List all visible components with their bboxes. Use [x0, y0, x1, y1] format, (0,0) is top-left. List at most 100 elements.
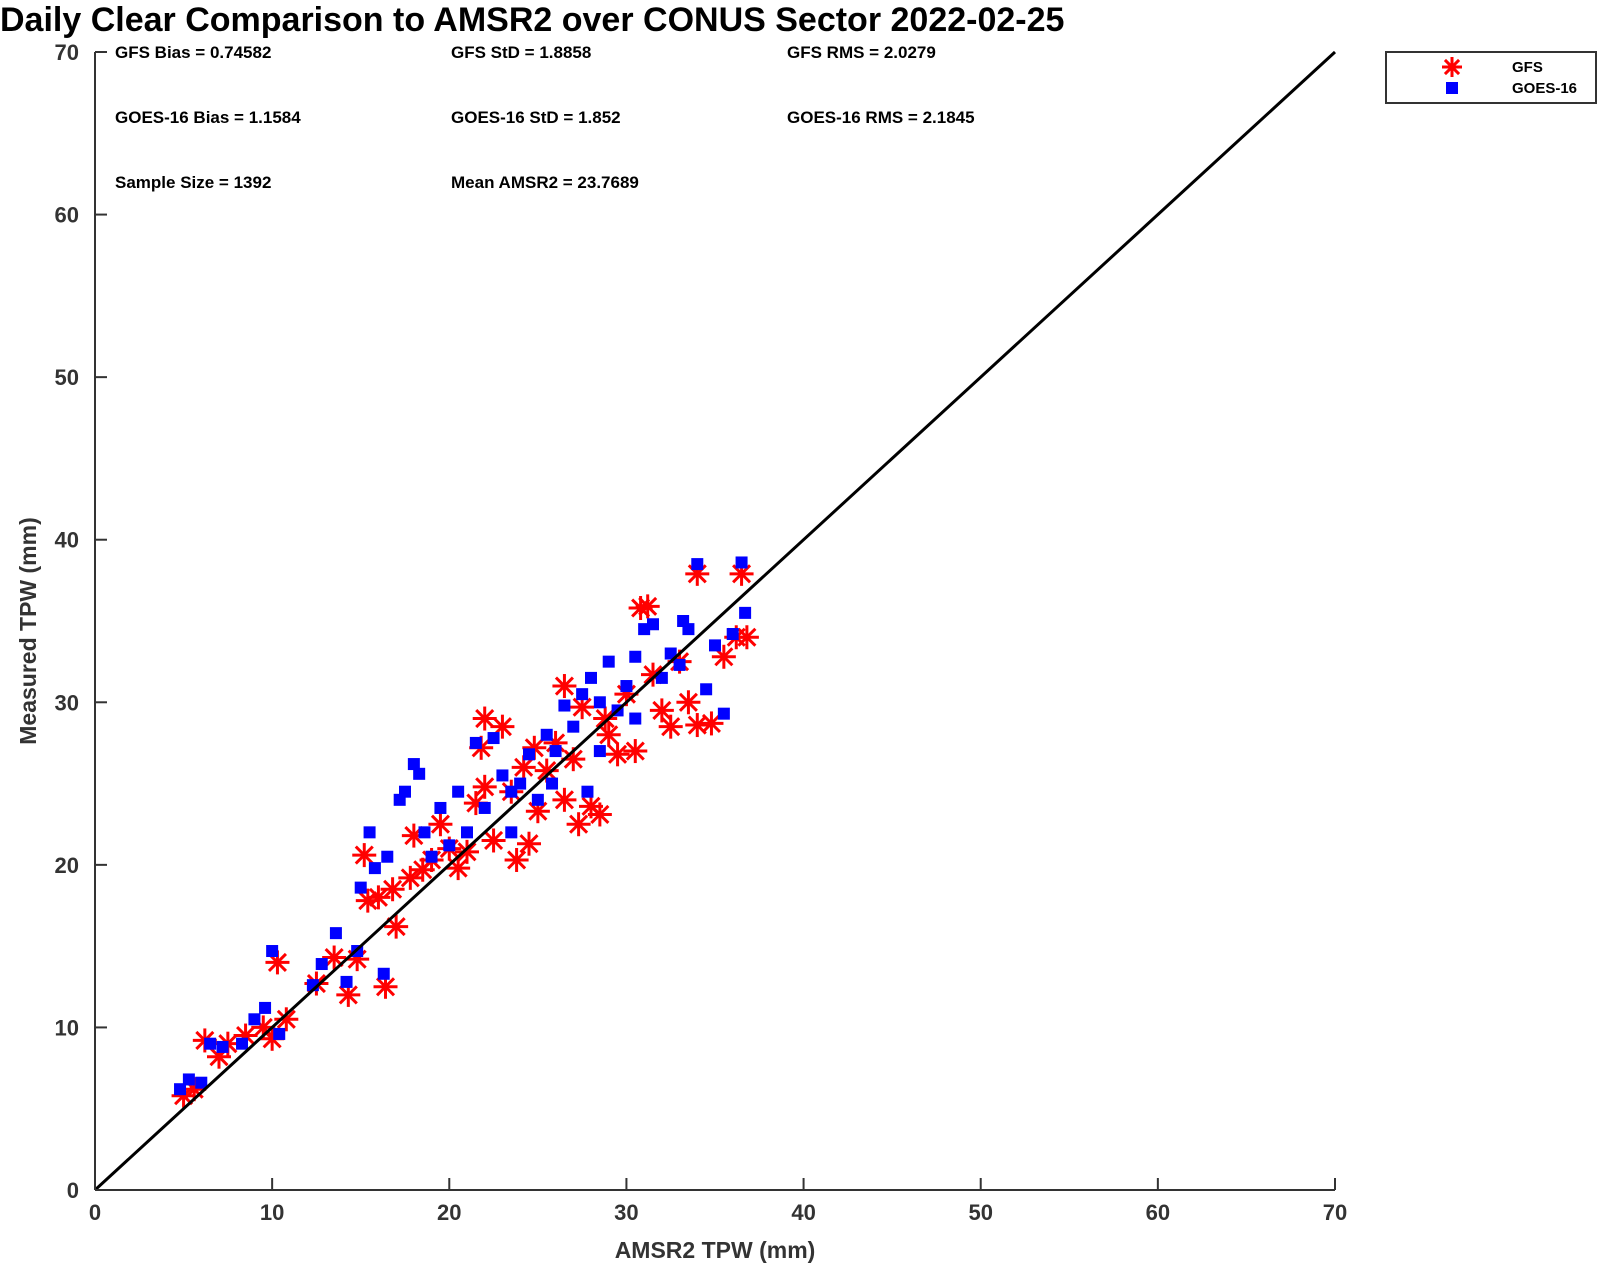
goes16-point: [368, 862, 381, 875]
gfs-point: [734, 625, 759, 650]
goes16-point: [585, 671, 597, 684]
goes16-point: [377, 967, 390, 980]
y-tick-label: 60: [55, 203, 79, 228]
x-tick-label: 50: [968, 1200, 992, 1225]
gfs-point: [455, 839, 479, 864]
gfs-point: [398, 865, 423, 890]
goes16-point: [354, 881, 367, 894]
data-points: [171, 556, 759, 1108]
goes16-point: [478, 801, 491, 814]
goes16-point: [709, 639, 721, 652]
goes16-point: [216, 1040, 229, 1053]
goes16-point: [461, 826, 473, 839]
goes16-point: [195, 1076, 208, 1089]
gfs-point: [623, 739, 648, 764]
x-tick-label: 60: [1146, 1200, 1170, 1225]
x-tick-label: 40: [791, 1200, 815, 1225]
goes16-point: [531, 793, 544, 806]
legend-label: GOES-16: [1512, 80, 1577, 97]
x-tick-label: 10: [260, 1200, 284, 1225]
goes16-point: [363, 826, 376, 839]
goes16-point: [664, 647, 677, 660]
goes16-point: [266, 945, 279, 958]
one-to-one-line: [93, 50, 1337, 1192]
y-tick-label: 70: [55, 40, 79, 65]
gfs-point: [699, 711, 724, 736]
goes16-point: [677, 615, 690, 627]
goes16-point: [620, 680, 633, 693]
goes16-point: [558, 699, 571, 712]
y-tick-label: 30: [55, 690, 79, 715]
gfs-point: [552, 674, 577, 699]
gfs-point: [380, 877, 405, 902]
x-tick-label: 0: [89, 1200, 101, 1225]
gfs-point: [605, 742, 630, 767]
goes16-point: [259, 1001, 272, 1014]
goes16-point: [540, 728, 553, 741]
goes16-point: [546, 777, 559, 790]
goes16-point: [523, 748, 535, 761]
goes16-point: [505, 826, 518, 839]
x-axis-label: AMSR2 TPW (mm): [615, 1237, 816, 1263]
goes16-point: [726, 628, 739, 641]
x-tick-label: 30: [614, 1200, 638, 1225]
goes16-point: [204, 1037, 217, 1050]
goes16-point: [340, 975, 353, 988]
goes16-point: [655, 671, 668, 684]
gfs-point: [587, 802, 612, 827]
goes16-point: [593, 696, 606, 709]
goes16-point: [236, 1037, 249, 1050]
stat-annotation: Sample Size = 1392: [115, 173, 271, 192]
y-tick-label: 50: [55, 365, 79, 390]
x-tick-label: 20: [437, 1200, 461, 1225]
goes16-point: [469, 736, 482, 749]
gfs-point: [274, 1007, 299, 1032]
gfs-point: [322, 945, 347, 970]
y-axis-label: Measured TPW (mm): [15, 517, 41, 744]
goes16-point: [576, 688, 589, 701]
goes16-point: [381, 850, 394, 863]
gfs-point: [472, 706, 497, 731]
gfs-point: [352, 843, 377, 868]
stat-annotation: GOES-16 Bias = 1.1584: [115, 108, 301, 127]
goes16-point: [739, 606, 752, 619]
goes16-point: [629, 712, 642, 725]
chart-title: Daily Clear Comparison to AMSR2 over CON…: [0, 1, 1065, 39]
goes16-point: [487, 732, 500, 745]
gfs-point: [649, 698, 674, 723]
goes16-point: [717, 707, 730, 720]
stat-annotation: GFS RMS = 2.0279: [787, 43, 936, 62]
stat-annotation: Mean AMSR2 = 23.7689: [451, 173, 639, 192]
goes16-point: [691, 558, 704, 571]
stat-annotation: GFS Bias = 0.74582: [115, 43, 271, 62]
gfs-point: [481, 828, 506, 853]
goes16-point: [399, 785, 411, 798]
legend-box: [1385, 51, 1597, 104]
goes16-point: [182, 1073, 195, 1086]
goes16-point: [673, 658, 686, 671]
x-tick-label: 70: [1323, 1200, 1347, 1225]
legend: GFS GOES-16: [1385, 51, 1597, 104]
goes16-point: [602, 655, 615, 668]
goes16-point: [700, 683, 713, 696]
gfs-point: [566, 812, 591, 837]
y-tick-label: 40: [55, 528, 79, 553]
gfs-point: [552, 787, 577, 812]
gfs-point: [593, 706, 618, 731]
goes16-point: [593, 745, 606, 758]
goes16-point: [315, 958, 328, 971]
stats-annotations: GFS Bias = 0.74582 GFS StD = 1.8858 GFS RM…: [115, 43, 975, 192]
legend-gfs-icon: [1442, 57, 1462, 77]
goes16-point: [248, 1013, 261, 1026]
gfs-point: [504, 847, 529, 872]
goes16-point: [329, 927, 342, 940]
goes16-point: [413, 767, 426, 780]
goes16-point: [407, 758, 420, 771]
goes16-point: [418, 826, 431, 839]
goes16-point: [434, 801, 447, 814]
gfs-point: [366, 885, 391, 910]
goes16-point: [567, 720, 580, 733]
goes16-point: [549, 745, 562, 758]
gfs-point: [635, 594, 660, 619]
